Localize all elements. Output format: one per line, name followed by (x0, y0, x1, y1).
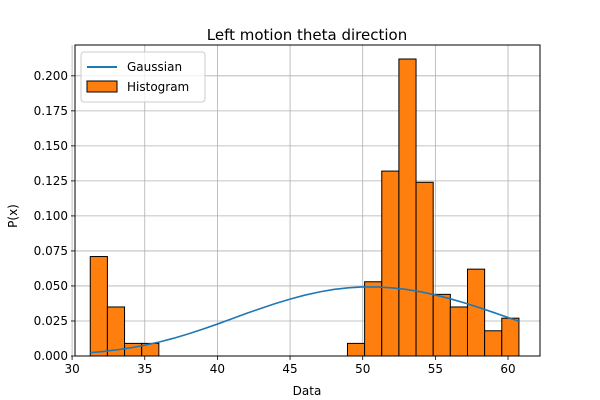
histogram-bar (364, 281, 383, 357)
x-tick-label: 55 (428, 362, 443, 376)
histogram-bars (89, 58, 520, 357)
legend: Gaussian Histogram (80, 51, 206, 103)
y-tick-label: 0.175 (34, 104, 68, 118)
x-tick-label: 60 (500, 362, 515, 376)
histogram-bar (466, 268, 486, 357)
x-tick-label: 50 (355, 362, 370, 376)
x-tick-label: 30 (64, 362, 79, 376)
gaussian-curve-layer (90, 286, 520, 354)
y-tick-label: 0.050 (34, 279, 68, 293)
histogram-bar (432, 293, 451, 357)
gaussian-curve (90, 286, 520, 354)
y-tick-label: 0.075 (34, 244, 68, 258)
y-tick-label: 0.100 (34, 209, 68, 223)
x-tick-label: 35 (137, 362, 152, 376)
x-tick-label: 45 (282, 362, 297, 376)
axis-ticks: 30 35 40 45 50 55 60 0.000 0.025 0.050 0.075 0.100 0… (34, 69, 516, 376)
x-tick-label: 40 (210, 362, 225, 376)
histogram-bar (398, 58, 417, 357)
legend-swatch-histogram (86, 80, 118, 93)
y-tick-label: 0.000 (34, 349, 68, 363)
histogram-bar (415, 181, 434, 357)
y-axis-label: P(x) (6, 204, 20, 228)
plot-frame (74, 44, 541, 357)
x-axis-label: Data (293, 384, 322, 398)
y-tick-label: 0.025 (34, 314, 68, 328)
y-tick-label: 0.150 (34, 139, 68, 153)
histogram-bar (501, 317, 520, 357)
histogram-bar (346, 342, 366, 357)
y-tick-label: 0.125 (34, 174, 68, 188)
histogram-bar (124, 342, 143, 357)
histogram-bar (449, 306, 468, 357)
histogram-bar (381, 170, 400, 357)
histogram-bar (484, 330, 503, 357)
legend-label-histogram: Histogram (127, 80, 189, 94)
y-tick-label: 0.200 (34, 69, 68, 83)
histogram-bar (89, 256, 108, 357)
legend-label-gaussian: Gaussian (127, 60, 182, 74)
chart-title: Left motion theta direction (207, 26, 407, 44)
grid-lines (71, 45, 540, 357)
